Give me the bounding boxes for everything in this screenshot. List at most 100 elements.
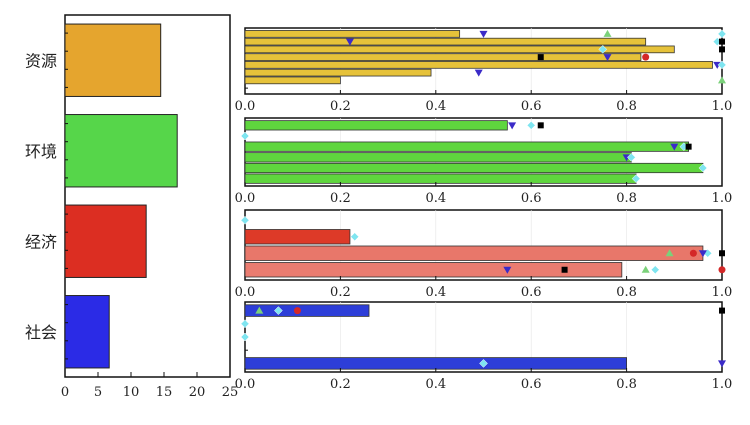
panel: 0.0 0.2 0.4 0.6 0.8 1.0 (235, 301, 733, 392)
marker-diamond (479, 359, 488, 368)
marker-diamond (598, 45, 608, 54)
x-tick-label: 0.0 (235, 191, 256, 206)
marker-diamond (274, 306, 283, 315)
marker-triangle-down (718, 360, 726, 368)
bar (244, 68, 432, 77)
x-tick-label: 0.4 (425, 99, 446, 114)
marker-circle (293, 307, 301, 315)
x-tick-label: 10 (123, 385, 140, 400)
marker-diamond (698, 163, 708, 173)
x-tick-label: 0.0 (235, 99, 256, 114)
right-panel-chart: 0.0 0.2 0.4 0.6 0.8 1.00.0 0.2 0.4 0.6 0.8 1.00.0 0… (235, 27, 733, 392)
marker-triangle-up (641, 265, 650, 273)
marker-triangle-down (603, 54, 612, 62)
marker-square (719, 46, 725, 53)
bar (244, 173, 637, 184)
marker-diamond (240, 319, 250, 329)
bar (244, 76, 341, 85)
bar (244, 357, 628, 370)
marker-diamond (717, 60, 727, 70)
x-tick-label: 1.0 (712, 377, 733, 392)
x-tick-label: 0.4 (425, 285, 446, 300)
x-tick-label: 0.8 (616, 191, 637, 206)
marker-triangle-down (508, 122, 517, 130)
marker-triangle-up (255, 306, 264, 314)
bar (64, 23, 162, 97)
bar (244, 162, 704, 174)
marker-triangle-up (665, 249, 674, 257)
category-label: 社会 (25, 323, 57, 342)
bar (244, 37, 647, 46)
marker-diamond (240, 215, 250, 225)
x-tick-label: 0.4 (425, 191, 446, 206)
bar (244, 304, 370, 317)
x-tick-label: 15 (156, 385, 173, 400)
x-tick-label: 0.2 (330, 191, 351, 206)
bar (244, 61, 713, 69)
marker-square (537, 54, 544, 61)
bar (244, 53, 642, 61)
x-tick-label: 0.4 (425, 377, 446, 392)
marker-square (685, 143, 692, 150)
marker-triangle-down (503, 266, 512, 274)
marker-diamond (627, 152, 636, 162)
marker-triangle-down (345, 38, 354, 46)
x-tick-label: 20 (189, 385, 206, 400)
x-tick-label: 0.2 (330, 99, 351, 114)
marker-triangle-down (479, 30, 488, 38)
x-tick-label: 0.2 (330, 285, 351, 300)
bar (244, 262, 623, 278)
category-label: 环境 (25, 142, 57, 161)
panel: 0.0 0.2 0.4 0.6 0.8 1.0 (235, 27, 733, 114)
category-label: 经济 (25, 232, 57, 251)
x-tick-label: 0.8 (616, 99, 637, 114)
marker-diamond (350, 232, 360, 242)
x-tick-label: 25 (222, 385, 239, 400)
category-label: 资源 (25, 51, 57, 70)
x-tick-label: 1.0 (712, 99, 733, 114)
bar (64, 295, 110, 369)
marker-triangle-down (670, 143, 679, 151)
bar (244, 229, 351, 245)
x-tick-label: 0.8 (616, 285, 637, 300)
marker-diamond (631, 174, 641, 184)
x-tick-label: 0.6 (521, 191, 542, 206)
x-tick-label: 1.0 (712, 285, 733, 300)
marker-diamond (240, 332, 250, 342)
x-tick-label: 0.0 (235, 377, 256, 392)
x-tick-label: 0.2 (330, 377, 351, 392)
panel: 0.0 0.2 0.4 0.6 0.8 1.0 (235, 117, 733, 206)
x-tick-label: 0.6 (521, 377, 542, 392)
x-tick-label: 0 (61, 385, 69, 400)
marker-square (719, 307, 725, 314)
marker-square (561, 266, 568, 273)
bar (244, 120, 508, 131)
marker-triangle-up (603, 29, 612, 37)
marker-diamond (650, 265, 660, 275)
marker-triangle-up (718, 76, 726, 84)
x-tick-label: 0.0 (235, 285, 256, 300)
x-tick-label: 0.8 (616, 377, 637, 392)
marker-triangle-down (698, 250, 707, 258)
bar (64, 204, 147, 278)
bar (64, 114, 178, 188)
bar (244, 245, 704, 261)
bar (244, 152, 632, 163)
marker-circle (642, 53, 650, 61)
marker-triangle-down (474, 69, 483, 77)
marker-diamond (240, 131, 250, 141)
x-tick-label: 1.0 (712, 191, 733, 206)
marker-circle (689, 249, 697, 257)
x-tick-label: 0.6 (521, 285, 542, 300)
marker-diamond (526, 120, 536, 130)
bar (244, 45, 675, 54)
marker-square (719, 250, 725, 257)
bar (244, 141, 690, 152)
marker-square (719, 38, 725, 45)
marker-square (537, 122, 544, 129)
marker-diamond (717, 29, 727, 39)
panel: 0.0 0.2 0.4 0.6 0.8 1.0 (235, 209, 733, 300)
marker-circle (718, 266, 726, 274)
